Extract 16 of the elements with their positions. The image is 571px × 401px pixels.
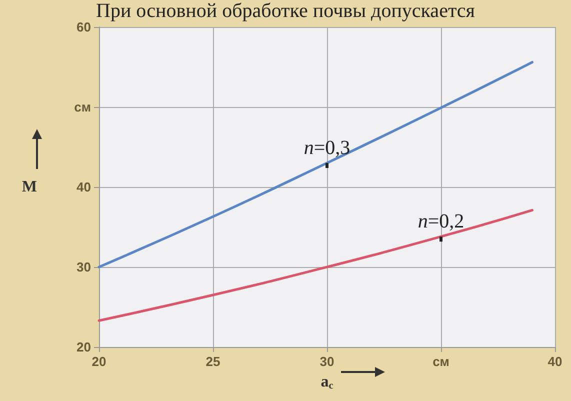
x-tick-label: 40 [548,354,562,369]
y-tick-label: 30 [76,260,91,274]
y-tick-label: 20 [76,340,91,354]
y-tick-label: 60 [76,20,91,34]
x-tick-label: 20 [92,354,106,369]
text: При основной обработке почвы допускается [96,0,475,22]
x-tick-label: см [432,354,450,369]
series-label: n=0,3 [304,137,350,159]
line-series [98,60,534,268]
x-tick-label: 30 [320,354,334,369]
y-tick-label: см [74,100,91,114]
y-tick-label: 40 [76,180,91,194]
series-label: n=0,2 [418,210,464,233]
y-axis-title: M [22,178,37,196]
x-tick-label: 25 [206,354,220,369]
line-series [98,208,534,322]
